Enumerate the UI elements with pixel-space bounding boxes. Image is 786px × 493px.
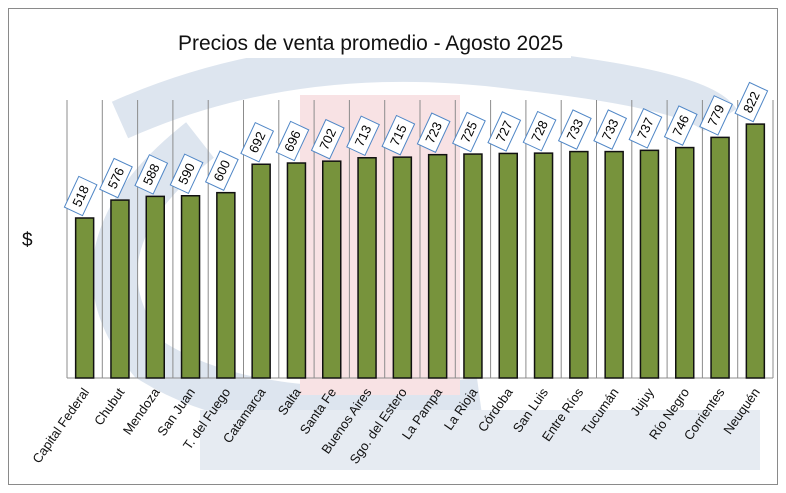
bar — [533, 152, 554, 379]
data-label-box: 600 — [204, 150, 239, 191]
bar — [392, 156, 413, 379]
data-label-box: 728 — [522, 110, 557, 152]
bar — [322, 160, 342, 379]
data-label-box: 715 — [381, 114, 416, 156]
data-label-box: 696 — [275, 120, 310, 162]
data-label-box: 725 — [452, 111, 486, 153]
bar — [427, 153, 448, 379]
bar — [745, 123, 766, 379]
x-tick-label: Neuquén — [720, 385, 763, 437]
data-label-box: 588 — [134, 154, 169, 195]
data-label-box: 746 — [663, 105, 698, 146]
bar — [569, 150, 589, 379]
data-label-box: 692 — [240, 121, 275, 163]
data-label-box: 822 — [734, 81, 769, 123]
bar — [710, 136, 730, 379]
bar — [286, 162, 307, 379]
data-label-box: 733 — [593, 109, 628, 150]
bar — [216, 191, 236, 379]
data-label-box: 723 — [416, 112, 451, 153]
x-tick-label: Jujuy — [627, 385, 657, 419]
data-label-box: 518 — [63, 175, 98, 217]
chart-title: Precios de venta promedio - Agosto 2025 — [170, 30, 572, 58]
data-label-box: 576 — [99, 157, 133, 199]
bar — [498, 152, 518, 379]
data-label-box: 590 — [169, 153, 204, 195]
y-axis-label: $ — [22, 230, 33, 251]
data-label-box: 733 — [557, 109, 592, 150]
bar — [604, 150, 624, 379]
data-label-box: 737 — [628, 108, 663, 149]
x-tick-label: Chubut — [91, 385, 128, 428]
bar — [110, 199, 130, 379]
bar — [180, 195, 201, 379]
bar — [251, 163, 271, 379]
bar — [639, 149, 660, 379]
bar — [74, 217, 95, 379]
bar — [463, 153, 483, 379]
chart-frame — [8, 8, 778, 485]
data-label-box: 727 — [487, 111, 522, 152]
data-label-box: 702 — [310, 118, 345, 160]
data-label-box: 713 — [346, 115, 380, 157]
bar — [357, 157, 377, 379]
bar — [145, 195, 165, 379]
x-tick-label: Capital Federal — [29, 385, 92, 466]
bar — [675, 146, 695, 379]
x-tick-label: Salta — [275, 384, 305, 418]
data-label-box: 779 — [699, 95, 733, 136]
